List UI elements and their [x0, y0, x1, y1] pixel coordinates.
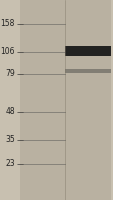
- Text: 158: 158: [1, 20, 15, 28]
- Text: 23: 23: [5, 160, 15, 168]
- Text: —: —: [17, 161, 24, 167]
- Text: —: —: [17, 21, 24, 27]
- Text: 48: 48: [5, 108, 15, 116]
- Text: —: —: [17, 109, 24, 115]
- Bar: [64, 46, 110, 55]
- Text: 35: 35: [5, 136, 15, 144]
- Text: —: —: [17, 49, 24, 55]
- Bar: [19, 0, 64, 200]
- Text: —: —: [17, 71, 24, 77]
- Text: 79: 79: [5, 70, 15, 78]
- Bar: [65, 0, 110, 200]
- Bar: [64, 69, 110, 73]
- Text: 106: 106: [0, 47, 15, 56]
- Text: —: —: [17, 137, 24, 143]
